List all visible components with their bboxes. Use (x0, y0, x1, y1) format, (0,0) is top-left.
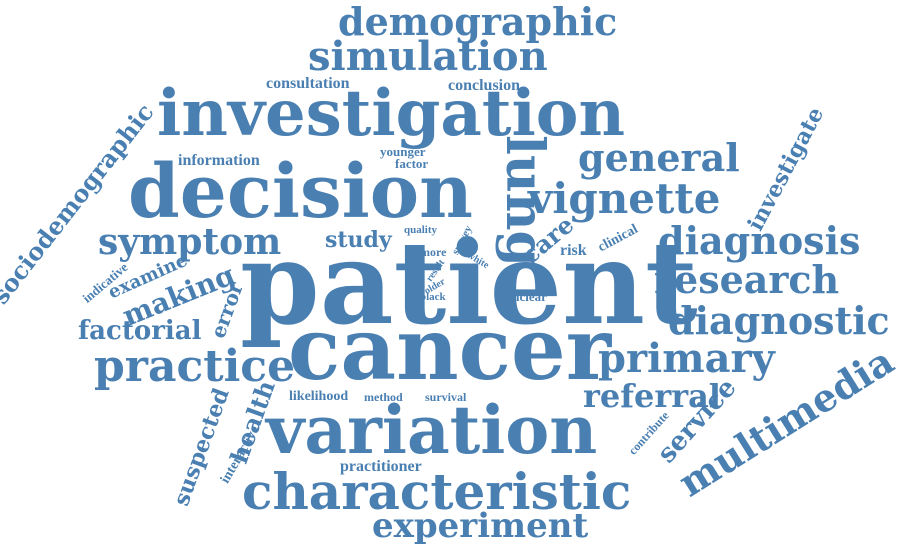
word-characteristic: characteristic (242, 462, 632, 521)
word-experiment: experiment (372, 506, 589, 546)
word-investigation: investigation (157, 76, 625, 151)
word-quality: quality (404, 224, 438, 236)
word-cancer: cancer (288, 299, 612, 400)
word-vignette: vignette (528, 174, 721, 223)
word-diagnostic: diagnostic (668, 298, 890, 343)
word-research: research (654, 257, 840, 302)
word-investigate: investigate (742, 102, 830, 236)
word-consultation: consultation (266, 75, 350, 92)
word-primary: primary (598, 335, 775, 382)
word-diagnosis: diagnosis (658, 218, 861, 263)
word-practitioner: practitioner (340, 458, 422, 475)
word-factorial: factorial (78, 316, 202, 346)
word-information: information (178, 152, 260, 169)
word-survival: survival (425, 390, 467, 404)
word-factor: factor (395, 156, 429, 171)
word-black: black (420, 291, 446, 303)
word-patient: patient (240, 216, 698, 350)
word-referral: referral (583, 377, 721, 415)
word-symptom: symptom (98, 221, 282, 263)
word-conclusion: conclusion (448, 77, 521, 94)
word-decision: decision (128, 149, 473, 235)
word-general: general (578, 135, 740, 180)
word-demographic: demographic (338, 0, 618, 44)
word-suspected: suspected (168, 384, 235, 510)
word-method: method (364, 390, 403, 404)
word-younger: younger (380, 144, 426, 159)
word-study: study (325, 227, 392, 253)
word-variation: variation (266, 391, 598, 469)
word-likelihood: likelihood (289, 389, 349, 404)
word-more: more (420, 245, 447, 259)
word-practice: practice (94, 341, 296, 392)
word-risk: risk (560, 242, 587, 259)
word-unclear: unclear (505, 289, 547, 304)
word-simulation: simulation (308, 33, 548, 80)
